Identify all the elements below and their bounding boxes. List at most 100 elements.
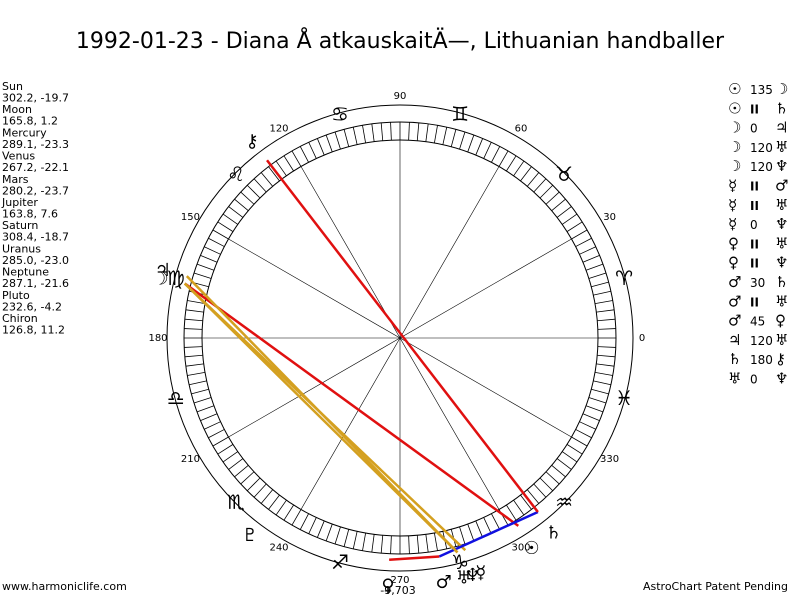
ring-tick (240, 471, 255, 485)
ring-tick (593, 380, 611, 386)
ring-tick (234, 198, 249, 212)
ring-tick (597, 346, 616, 348)
ring-tick (442, 127, 448, 145)
ring-tick (520, 494, 532, 510)
ring-tick (467, 523, 475, 542)
aspect-planet: ♆ (775, 215, 788, 233)
planet-name: Jupiter (1, 196, 38, 209)
ring-tick (566, 221, 583, 232)
ring-tick (196, 405, 215, 413)
ring-tick (483, 142, 492, 159)
ring-tick (506, 504, 517, 521)
aspect-type: II (750, 180, 759, 194)
aspect-planet: ♆ (775, 157, 788, 175)
ring-tick (308, 517, 317, 534)
ring-tick (352, 127, 358, 145)
ring-tick (450, 129, 457, 147)
ring-tick (551, 198, 566, 212)
aspect-planet: ♂ (728, 273, 741, 291)
aspect-planet: ♄ (775, 273, 788, 291)
ring-tick (571, 436, 588, 447)
ring-tick (459, 131, 466, 150)
aspect-planet: ♂ (728, 292, 741, 310)
ring-tick (334, 526, 341, 545)
planet-name: Chiron (2, 312, 38, 325)
ring-tick (545, 191, 560, 205)
ring-tick (343, 129, 350, 147)
aspect-planet: ♅ (775, 138, 788, 156)
ring-tick (184, 354, 203, 358)
ring-tick (299, 513, 309, 530)
ring-tick (291, 150, 302, 167)
zodiac-sign: ♑ (451, 550, 469, 574)
zodiac-sign: ♎ (167, 386, 185, 410)
aspect-type: II (750, 199, 759, 213)
aspect-planet: ☽ (728, 157, 741, 175)
aspect-planet: ☿ (728, 196, 737, 214)
planet-glyph: ⚷ (245, 131, 258, 152)
degree-label: 60 (515, 123, 528, 134)
ring-tick (208, 237, 225, 247)
planet-position: 289.1, -23.3 (2, 138, 69, 151)
degree-label: 90 (394, 91, 407, 102)
ring-tick (582, 413, 600, 422)
spoke (399, 166, 500, 339)
ring-tick (390, 122, 392, 141)
degree-label: 300 (511, 543, 530, 554)
ring-tick (483, 517, 492, 534)
aspect-planet: ☽ (728, 119, 741, 137)
zodiac-sign: ♓ (615, 386, 633, 410)
planet-name: Neptune (2, 266, 49, 279)
ring-tick (425, 123, 429, 142)
ring-tick (204, 421, 221, 430)
ring-tick (204, 246, 221, 255)
ring-tick (362, 125, 367, 144)
aspect-type: 0 (750, 373, 758, 387)
aspect-planet: ☽ (728, 138, 741, 156)
ring-tick (533, 483, 547, 498)
spoke (228, 337, 401, 438)
zodiac-sign: ♌ (227, 162, 245, 186)
ring-tick (575, 429, 592, 439)
aspect-type: 30 (750, 276, 765, 290)
ring-tick (582, 254, 600, 263)
aspect-planet: ♅ (775, 292, 788, 310)
ring-tick (208, 429, 225, 439)
ring-tick (556, 458, 572, 470)
ring-tick (316, 138, 325, 156)
aspect-type: II (750, 237, 759, 251)
ring-tick (291, 509, 302, 526)
aspect-type: 0 (750, 122, 758, 136)
degree-label: 180 (148, 333, 167, 344)
planet-position: 126.8, 11.2 (2, 324, 65, 337)
aspect-type: II (750, 102, 759, 116)
aspect-planet: ☿ (728, 177, 737, 195)
planet-name: Venus (2, 150, 35, 163)
planet-glyph: ♆ (465, 565, 481, 586)
zodiac-sign: ♏ (227, 490, 245, 514)
ring-tick (594, 300, 613, 305)
ring-tick (596, 309, 615, 313)
ring-tick (585, 405, 604, 413)
ring-tick (416, 535, 420, 554)
ring-tick (556, 206, 572, 218)
spoke (399, 337, 572, 438)
ring-tick (260, 489, 274, 504)
ring-tick (185, 309, 204, 313)
ring-tick (380, 122, 384, 141)
ring-tick (539, 184, 554, 199)
ring-tick (200, 413, 218, 422)
ring-tick (200, 254, 218, 263)
footer-right: AstroChart Patent Pending (643, 580, 788, 593)
aspect-type: 45 (750, 315, 765, 329)
degree-label: 330 (600, 454, 619, 465)
aspect-line (185, 275, 459, 554)
planet-position: 302.2, -19.7 (2, 92, 69, 105)
planet-glyph: ♂ (436, 572, 452, 593)
aspect-planet: ♅ (775, 196, 788, 214)
ring-tick (588, 272, 607, 279)
aspect-planet: ♂ (775, 177, 788, 195)
aspect-planet: ☉ (728, 80, 741, 98)
planet-position: 163.8, 7.6 (2, 208, 58, 221)
